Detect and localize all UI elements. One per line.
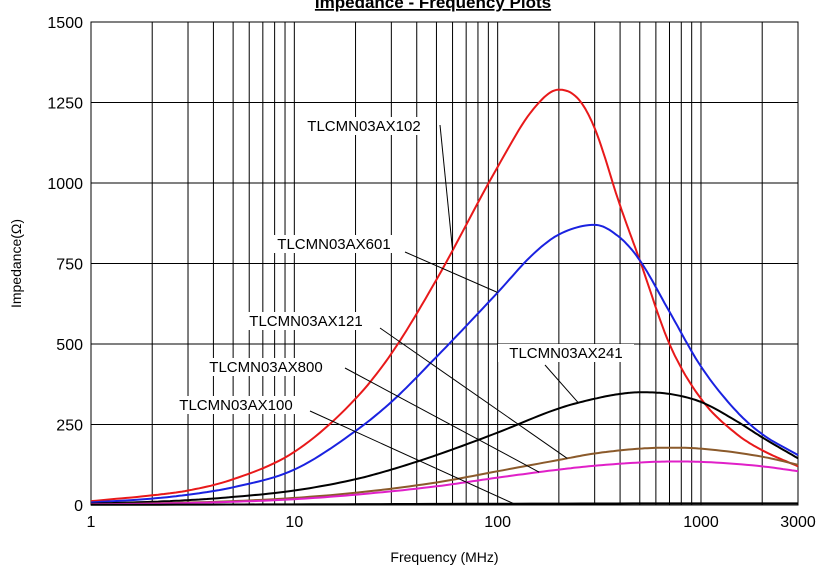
series-line-tlcmn03ax102 (90, 88, 799, 503)
x-axis-title: Frequency (MHz) (390, 549, 498, 565)
x-tick-label: 100 (484, 514, 511, 531)
x-axis: 1 10 100 1000 3000 (87, 514, 816, 531)
plot-frame (90, 21, 799, 506)
annotation-label: TLCMN03AX100 (179, 397, 292, 414)
y-tick-label: 1250 (47, 96, 83, 113)
y-tick-label: 500 (56, 337, 83, 354)
annotation-leader-line (379, 327, 568, 459)
annotation-label-background (238, 312, 374, 330)
x-tick-label: 10 (285, 514, 303, 531)
annotation-label-background (168, 396, 304, 414)
series-line-tlcmn03ax100 (91, 502, 798, 506)
chart-title: Impedance - Frequency Plots (315, 0, 551, 12)
grid (91, 21, 798, 506)
annotation-leader-line (344, 367, 540, 473)
y-axis-title: Impedance(Ω) (8, 219, 24, 308)
annotation-label: TLCMN03AX102 (307, 118, 420, 135)
y-axis: 0 250 500 750 1000 1250 1500 (47, 15, 83, 515)
y-tick-label: 1000 (47, 176, 83, 193)
annotation-label-background (296, 117, 432, 135)
annotation-leader-line (439, 124, 454, 251)
series-line-tlcmn03ax241 (90, 391, 799, 505)
x-tick-label: 1 (87, 514, 96, 531)
annotation-label-background (266, 235, 402, 253)
annotation-leader-line (309, 410, 514, 505)
annotation-label: TLCMN03AX121 (249, 313, 362, 330)
y-tick-label: 1500 (47, 15, 83, 32)
series-layer (90, 88, 799, 506)
y-tick-label: 0 (74, 498, 83, 515)
annotation-label-background (498, 344, 634, 362)
annotation-layer: TLCMN03AX102 TLCMN03AX601 TLCMN03AX121 TLCM… (168, 117, 634, 505)
annotation-leader-line (544, 364, 579, 404)
annotation-label-background (198, 358, 334, 376)
series-line-tlcmn03ax601 (90, 223, 799, 504)
series-line-tlcmn03ax800 (90, 460, 799, 506)
annotation-label: TLCMN03AX800 (209, 359, 322, 376)
annotation-label: TLCMN03AX601 (277, 236, 390, 253)
x-tick-label: 3000 (780, 514, 816, 531)
x-tick-label: 1000 (683, 514, 719, 531)
y-tick-label: 750 (56, 257, 83, 274)
annotation-label: TLCMN03AX241 (509, 345, 622, 362)
annotation-leader-line (404, 251, 498, 293)
y-tick-label: 250 (56, 418, 83, 435)
